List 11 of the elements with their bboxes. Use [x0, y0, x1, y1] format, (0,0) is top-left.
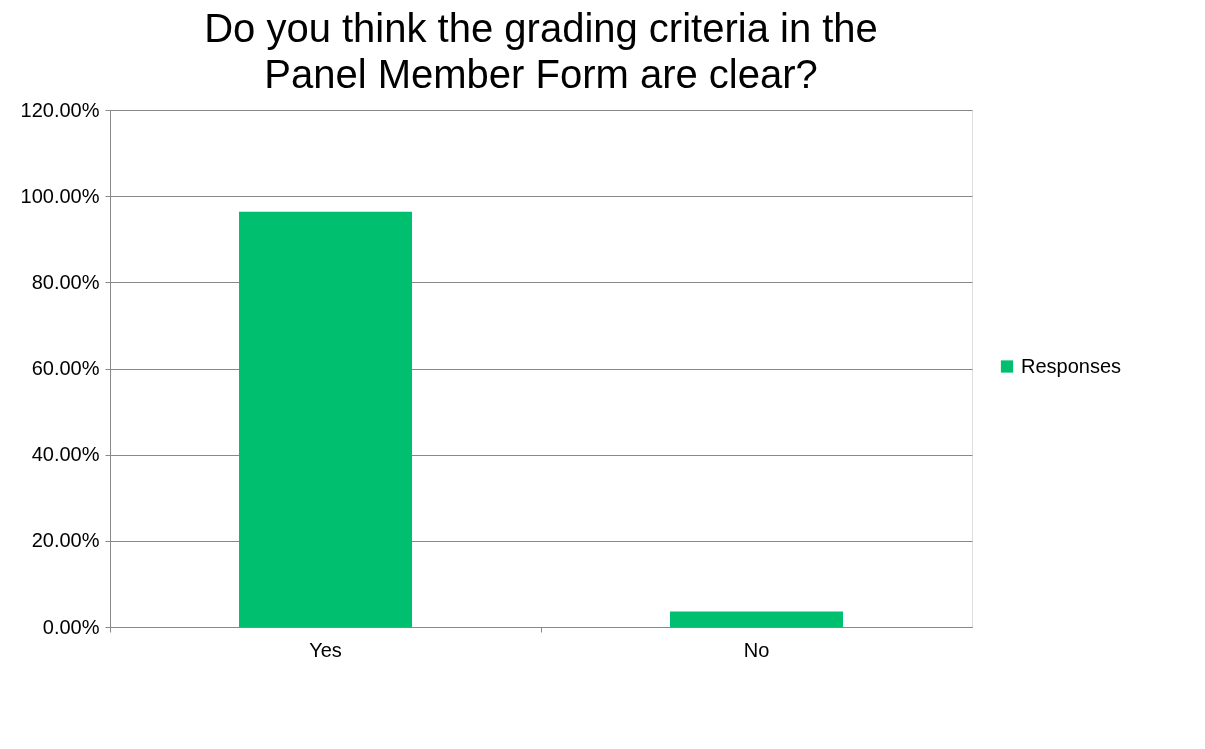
y-tick-label: 80.00%: [31, 270, 100, 293]
y-tick-label: 60.00%: [31, 357, 100, 379]
y-tick-label: 120.00%: [20, 98, 100, 121]
y-tick-label: 0.00%: [42, 615, 100, 638]
x-tick-label: No: [743, 638, 770, 661]
chart-title: Do you think the grading criteria in the Panel Member Form are clear?: [204, 6, 878, 96]
y-tick-label: 100.00%: [20, 184, 100, 207]
y-tick-label: 40.00%: [31, 443, 100, 466]
x-tick-label: Yes: [309, 638, 342, 661]
legend-label: Responses: [1021, 354, 1122, 377]
y-tick-label: 20.00%: [31, 529, 100, 552]
